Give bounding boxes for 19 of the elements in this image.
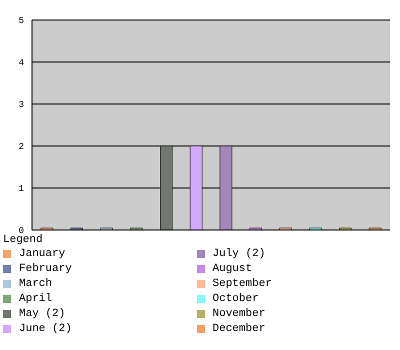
y-tick-label: 2 [18,142,24,152]
legend-label: November [212,308,266,320]
legend-label: January [19,248,66,260]
legend-label: December [212,322,266,334]
y-tick-label: 3 [18,100,24,110]
legend-label: September [212,278,272,290]
legend-label: May (2) [19,308,66,320]
y-tick-label: 0 [18,226,24,236]
legend-label: June (2) [19,322,72,334]
legend-label: July (2) [212,248,266,260]
legend-label: March [19,278,52,290]
legend-label: August [212,262,252,274]
y-tick-label: 1 [18,184,24,194]
y-tick-label: 5 [18,16,24,26]
y-tick-label: 4 [18,58,24,68]
legend-title: Legend [3,234,44,246]
legend-label: February [19,262,72,274]
legend-label: April [19,292,52,304]
legend-label: October [212,292,259,304]
